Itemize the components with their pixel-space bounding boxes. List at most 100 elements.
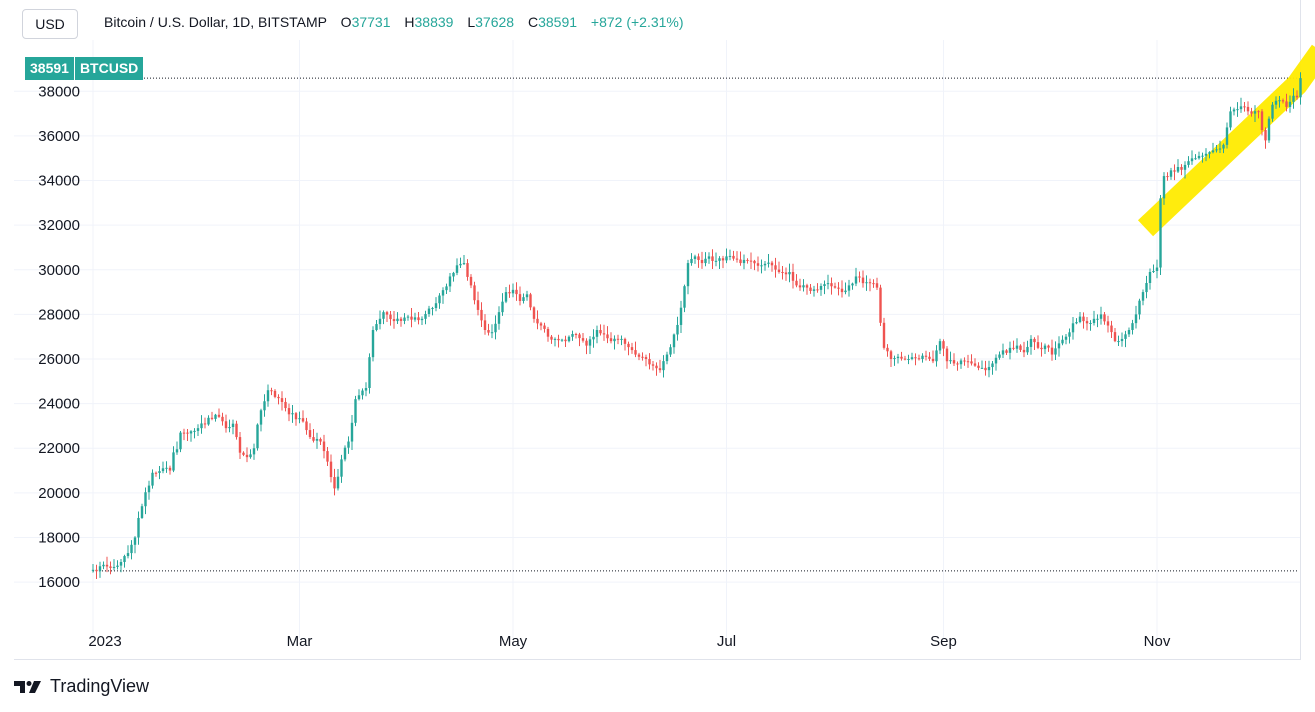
candle-body: [735, 258, 739, 260]
candle-body: [1001, 350, 1005, 355]
change-value: +872 (+2.31%): [590, 14, 684, 30]
candle-body: [1169, 170, 1173, 177]
candle-body: [1117, 341, 1120, 343]
candle-body: [501, 301, 504, 313]
candle-body: [1054, 348, 1057, 355]
candle-body: [130, 544, 133, 554]
candle-body: [466, 263, 469, 277]
candle-body: [168, 467, 172, 471]
candle-body: [602, 333, 606, 335]
candle-body: [861, 277, 865, 284]
candle-body: [952, 360, 956, 364]
reference-lines: [93, 77, 1297, 572]
candle-body: [473, 285, 476, 301]
candle-body: [928, 356, 931, 359]
candle-body: [1005, 350, 1008, 353]
candle-body: [812, 289, 816, 291]
candle-body: [189, 431, 193, 434]
candle-body: [690, 258, 693, 264]
candle-body: [683, 286, 686, 308]
candle-body: [522, 297, 525, 301]
candle-body: [536, 318, 539, 324]
candle-body: [487, 330, 490, 333]
candle-body: [1040, 347, 1043, 350]
candle-body: [1292, 95, 1295, 102]
candle-body: [301, 418, 305, 422]
candle-body: [1124, 334, 1127, 339]
candle-body: [1278, 100, 1281, 102]
candle-body: [235, 423, 238, 438]
candle-body: [588, 339, 592, 346]
candle-body: [217, 414, 221, 417]
candle-body: [616, 338, 620, 340]
candle-body: [767, 262, 770, 264]
currency-button[interactable]: USD: [22, 9, 78, 39]
candle-body: [578, 334, 581, 339]
candle-body: [1019, 345, 1022, 350]
candle-body: [714, 260, 718, 262]
candle-body: [1148, 272, 1152, 283]
candle-body: [410, 316, 413, 320]
candle-body: [791, 272, 795, 281]
candle-body: [1211, 150, 1215, 153]
candle-body: [112, 566, 116, 568]
candle-body: [1075, 322, 1078, 324]
candle-body: [851, 283, 854, 286]
candles: [91, 72, 1302, 580]
candle-body: [294, 413, 298, 420]
header: USD: [22, 9, 78, 39]
candle-body: [1194, 158, 1197, 160]
candle-body: [599, 330, 602, 334]
candle-body: [795, 280, 798, 286]
candle-body: [742, 259, 746, 264]
candle-body: [403, 317, 406, 321]
candle-body: [879, 287, 882, 323]
candle-body: [385, 312, 389, 315]
badge-divider: [73, 57, 75, 80]
candle-body: [1222, 144, 1225, 149]
candle-body: [1134, 314, 1138, 324]
candle-body: [452, 272, 455, 277]
candle-body: [872, 283, 875, 285]
candle-body: [1288, 101, 1292, 107]
candle-body: [1208, 152, 1211, 154]
candle-body: [186, 432, 189, 434]
y-tick-label: 32000: [38, 217, 80, 234]
candle-body: [1236, 109, 1239, 111]
candle-body: [1159, 198, 1162, 268]
candle-body: [333, 477, 336, 489]
candle-body: [1082, 316, 1085, 322]
candle-body: [560, 339, 564, 341]
candle-body: [945, 348, 949, 362]
candle-body: [973, 363, 977, 366]
candle-body: [459, 263, 462, 266]
close-label: C: [527, 14, 539, 30]
y-tick-label: 22000: [38, 440, 80, 457]
candle-body: [1103, 314, 1106, 322]
candle-body: [977, 365, 980, 368]
candle-body: [1068, 332, 1071, 337]
candle-body: [1061, 339, 1064, 344]
candle-body: [1022, 349, 1026, 353]
candle-body: [175, 449, 179, 453]
candle-body: [1253, 111, 1257, 114]
candle-body: [935, 350, 938, 362]
candle-body: [1187, 161, 1190, 165]
candle-body: [644, 357, 648, 359]
candle-body: [613, 338, 616, 342]
candle-body: [1057, 343, 1061, 349]
candle-body: [623, 338, 627, 344]
candle-body: [546, 328, 550, 337]
candle-body: [728, 255, 732, 257]
candle-body: [763, 263, 767, 266]
candle-body: [102, 564, 105, 567]
tradingview-logo[interactable]: TradingView: [14, 676, 149, 697]
candle-body: [543, 325, 546, 329]
candle-body: [1120, 338, 1124, 342]
candle-body: [256, 424, 259, 449]
candle-body: [399, 318, 403, 321]
candle-body: [424, 314, 427, 319]
candle-body: [378, 318, 382, 325]
candle-body: [242, 452, 245, 455]
